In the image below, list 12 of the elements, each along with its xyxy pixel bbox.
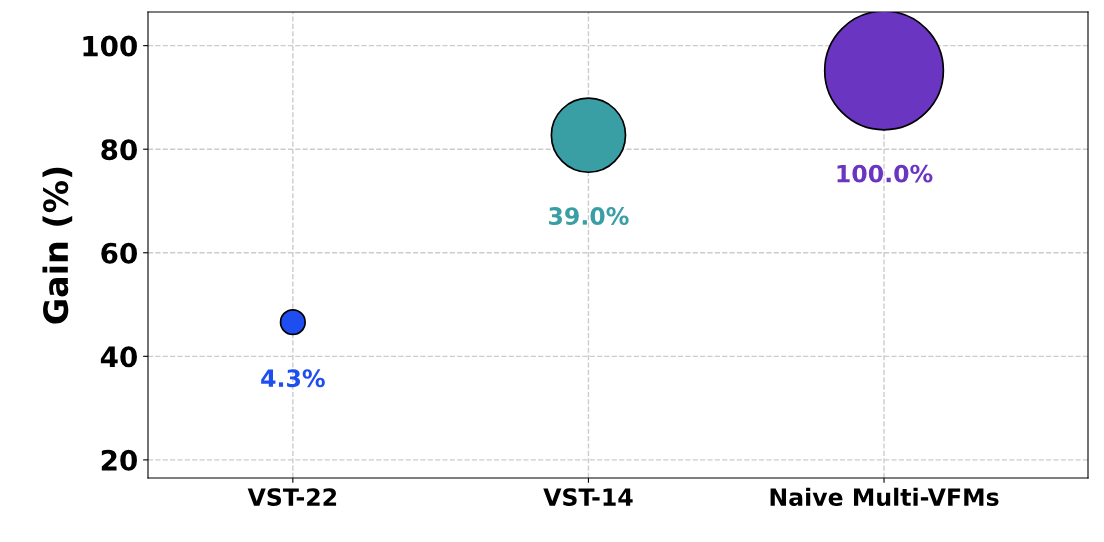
y-tick-label: 100 — [83, 35, 137, 57]
x-tick-label: VST-14 — [543, 488, 633, 506]
data-label: 100.0% — [837, 164, 933, 183]
x-tick-label: Naive Multi-VFMs — [770, 487, 999, 506]
data-label: 39.0% — [549, 207, 629, 225]
x-tick-label: VST-22 — [247, 488, 337, 506]
y-axis-title: Gain (%) — [42, 167, 73, 324]
y-tick-label: 60 — [101, 242, 137, 264]
data-label: 4.3% — [261, 369, 325, 388]
y-tick-label: 80 — [101, 139, 137, 161]
y-tick-label: 40 — [100, 346, 137, 368]
y-tick-label: 20 — [101, 449, 137, 471]
